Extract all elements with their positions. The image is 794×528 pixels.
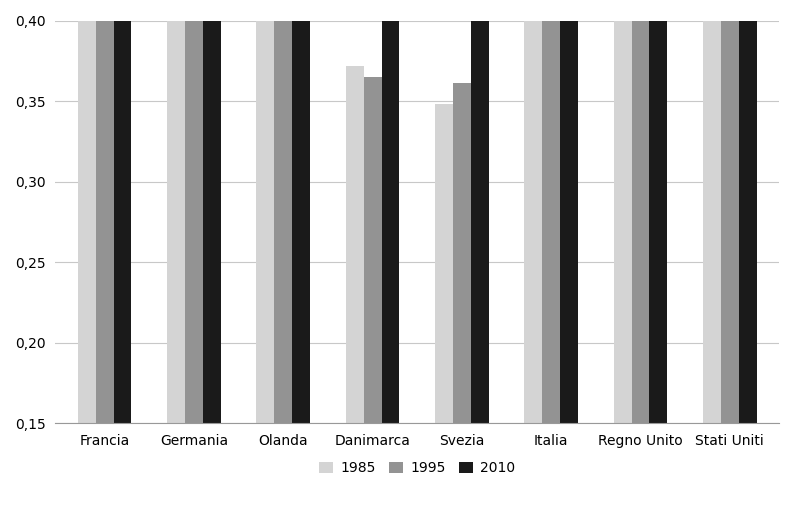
Bar [95,0,114,423]
Bar [721,0,738,423]
Bar [381,17,399,423]
Legend: 1985, 1995, 2010: 1985, 1995, 2010 [314,456,521,480]
Bar [471,0,488,423]
Bar [649,0,667,423]
Bar [292,0,310,423]
Bar [542,0,560,423]
Bar [524,0,542,423]
Bar [274,0,292,423]
Bar [703,0,721,423]
Bar [114,0,131,423]
Bar [202,0,221,423]
Bar [738,0,757,423]
Bar [631,0,649,423]
Bar [364,77,381,423]
Bar [435,104,453,423]
Bar [345,65,364,423]
Bar [614,0,631,423]
Bar [453,83,471,423]
Bar [560,0,578,423]
Bar [167,19,185,423]
Bar [256,0,274,423]
Bar [78,0,95,423]
Bar [185,0,202,423]
